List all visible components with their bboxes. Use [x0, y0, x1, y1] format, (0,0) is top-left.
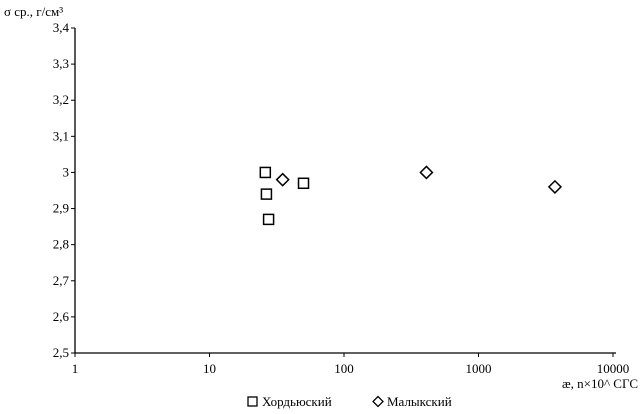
- y-tick-label: 3,1: [53, 128, 69, 143]
- x-tick-label: 10: [203, 361, 216, 376]
- legend-label-1: Малыкский: [387, 394, 452, 409]
- square-point: [297, 177, 310, 190]
- y-tick-label: 3,3: [53, 56, 69, 71]
- y-tick-label: 3: [63, 164, 70, 179]
- legend-label-0: Хордьюский: [262, 394, 332, 409]
- axes: 2,5 2,6 2,7 2,8 2,9 3 3,1 3,2 3,3 3,4 1 10 100 1000 10…: [53, 20, 630, 376]
- x-tick-label: 1000: [466, 361, 492, 376]
- x-tick-label: 1: [72, 361, 79, 376]
- square-point: [262, 213, 275, 226]
- y-tick-label: 2,7: [53, 273, 70, 288]
- y-tick-label: 2,5: [53, 345, 69, 360]
- diamond-point: [547, 179, 562, 194]
- y-tick-label: 2,8: [53, 237, 69, 252]
- legend: Хордьюский Малыкский: [247, 394, 452, 409]
- legend-square-marker: [247, 396, 258, 407]
- square-point: [259, 166, 272, 179]
- legend-diamond-marker: [372, 395, 384, 408]
- data-points: [259, 165, 562, 226]
- y-tick-label: 2,9: [53, 201, 69, 216]
- x-tick-label: 10000: [597, 361, 630, 376]
- diamond-point: [275, 172, 290, 187]
- square-point: [260, 188, 273, 200]
- y-axis-label: σ ср., г/см³: [4, 4, 63, 19]
- x-tick-label: 100: [334, 361, 354, 376]
- x-axis-label: æ, n×10^ СГС: [562, 376, 638, 391]
- y-tick-label: 2,6: [53, 309, 70, 324]
- y-tick-label: 3,2: [53, 92, 69, 107]
- y-tick-label: 3,4: [53, 20, 70, 35]
- diamond-point: [419, 165, 434, 180]
